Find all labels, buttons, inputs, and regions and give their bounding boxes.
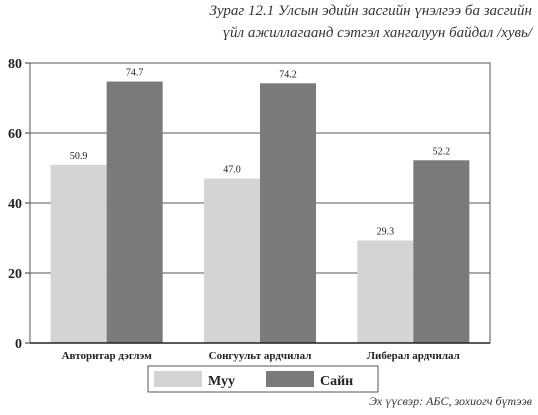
source-note: Эх үүсвэр: АБС, зохиогч бүтээв (369, 394, 532, 408)
data-label: 74.7 (126, 68, 144, 79)
bar-good-1 (260, 83, 316, 344)
x-category-label: Либерал ардчилал (367, 350, 460, 362)
bar-good-2 (413, 160, 470, 343)
legend: Муу Сайн (147, 365, 379, 393)
y-tick-label: 60 (8, 127, 22, 142)
bar-bad-2 (357, 240, 414, 343)
figure-caption-line-1: Зураг 12.1 Улсын эдийн засгийн үнэлгээ б… (209, 3, 532, 19)
data-label: 29.3 (377, 226, 395, 237)
figure-caption-line-2: үйл ажиллагаанд сэтгэл хангалуун байдал … (222, 25, 532, 41)
labels-layer: 50.9 74.7 47.0 74.2 29.3 52.2 (70, 68, 450, 238)
y-tick-label: 0 (15, 337, 22, 352)
x-category-label: Авторитар дэглэм (62, 350, 153, 362)
legend-entry: Муу (208, 374, 235, 389)
data-label: 50.9 (70, 151, 88, 162)
bars-layer (50, 81, 470, 344)
legend-entry: Сайн (320, 374, 353, 389)
data-label: 47.0 (223, 165, 241, 176)
legend-swatch (266, 371, 314, 387)
data-label: 74.2 (279, 69, 297, 80)
y-tick-label: 80 (8, 57, 22, 72)
x-category-label: Сонгуульт ардчилал (209, 350, 312, 362)
legend-swatch (154, 371, 202, 387)
axis-layer: 0 20 40 60 80 Авторитар дэглэм Сонгуульт ардчи… (8, 57, 491, 362)
y-tick-label: 20 (8, 267, 22, 282)
bar-bad-0 (50, 164, 107, 343)
data-label: 52.2 (433, 146, 451, 157)
y-tick-label: 40 (8, 197, 22, 212)
bar-good-0 (106, 81, 163, 344)
bar-bad-1 (204, 178, 260, 343)
